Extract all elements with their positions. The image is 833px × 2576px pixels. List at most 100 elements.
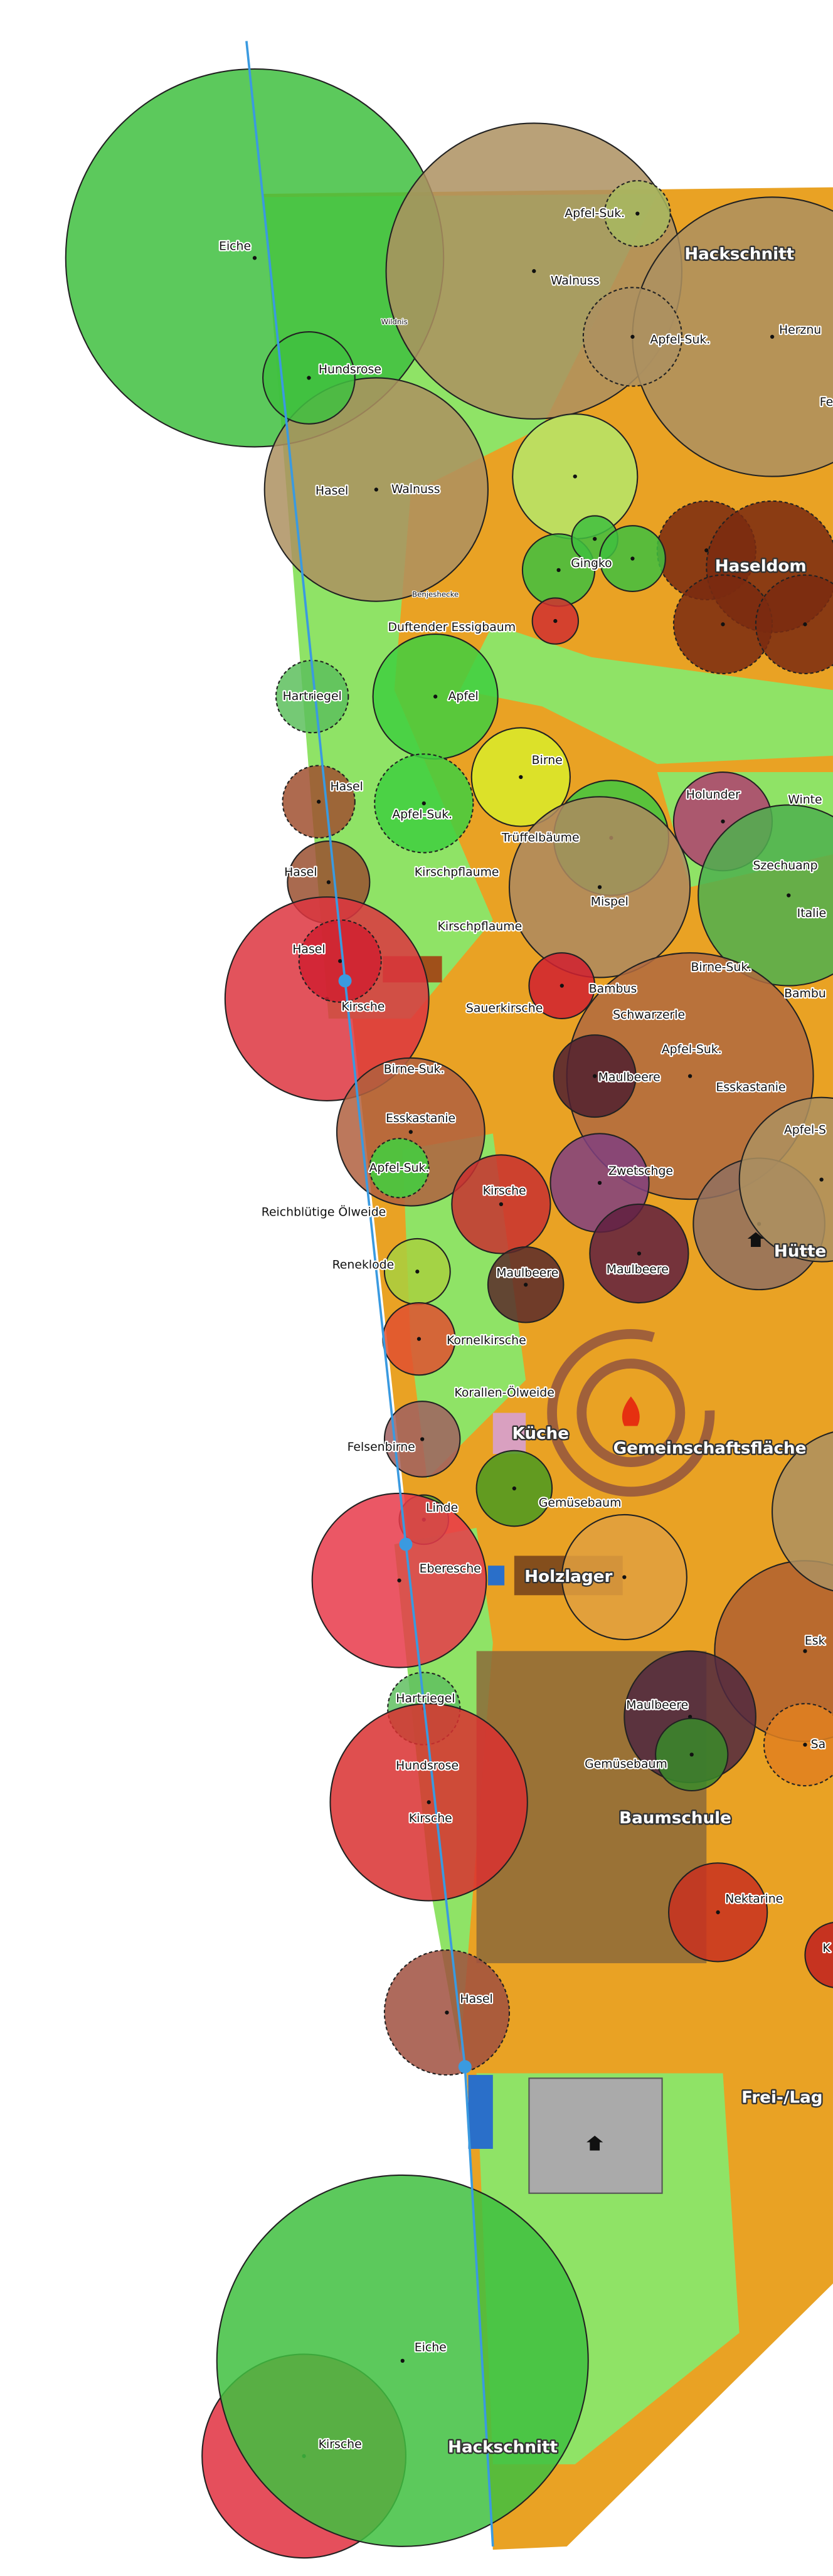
tree-trunk bbox=[499, 1202, 504, 1207]
boundary-point bbox=[338, 974, 352, 988]
map-label: Esk bbox=[805, 1635, 825, 1648]
tree-trunk bbox=[416, 1337, 422, 1341]
tree-trunk bbox=[597, 1180, 602, 1185]
map-label: Gingko bbox=[571, 557, 612, 570]
map-label: Apfel bbox=[448, 690, 478, 703]
kitchen bbox=[492, 1413, 526, 1455]
tree-canopy bbox=[738, 1096, 833, 1263]
tree-trunk bbox=[622, 1575, 627, 1579]
blue-structure bbox=[468, 2075, 493, 2149]
map-label: K bbox=[822, 1942, 830, 1955]
map-label: Italie bbox=[797, 907, 827, 920]
map-label: Walnuss bbox=[391, 483, 440, 496]
map-label: Bambu bbox=[784, 987, 826, 1000]
tree-trunk bbox=[445, 2010, 449, 2015]
map-label: Wildnis bbox=[381, 317, 408, 326]
map-label: Maulbeere bbox=[496, 1266, 558, 1280]
tree-trunk bbox=[420, 1437, 425, 1441]
map-label: Apfel-Suk. bbox=[392, 808, 452, 822]
map-label: Mispel bbox=[591, 895, 629, 908]
map-label: Apfel-Suk. bbox=[369, 1162, 430, 1175]
map-label: Kirsche bbox=[319, 2438, 362, 2451]
blue-structure bbox=[487, 1566, 505, 1586]
tree-trunk bbox=[770, 334, 775, 339]
house-icon bbox=[747, 1232, 764, 1248]
map-label: Kornelkirsche bbox=[447, 1334, 526, 1347]
tree-trunk bbox=[512, 1486, 516, 1491]
map-label: Reichblütige Ölweide bbox=[262, 1205, 386, 1219]
house-icon bbox=[586, 2136, 603, 2151]
tree-trunk bbox=[524, 1283, 528, 1287]
map-label: Küche bbox=[512, 1424, 569, 1443]
tree-trunk bbox=[593, 536, 597, 541]
tree-trunk bbox=[704, 548, 709, 553]
tree-trunk bbox=[408, 1130, 413, 1134]
map-label: Bambus bbox=[589, 982, 637, 995]
tree-trunk bbox=[770, 564, 775, 569]
tree-canopy bbox=[755, 574, 833, 674]
map-label: Hasel bbox=[316, 485, 348, 498]
map-label: Hasel bbox=[330, 780, 363, 793]
map-label: Sa bbox=[811, 1738, 826, 1751]
map-label: Hartriegel bbox=[283, 690, 342, 703]
tree-trunk bbox=[635, 211, 640, 216]
map-label: Hasel bbox=[284, 866, 317, 879]
fire-icon bbox=[622, 1396, 640, 1426]
map-label: Birne-Suk. bbox=[384, 1063, 445, 1076]
tree-trunk bbox=[397, 1166, 401, 1170]
map-label: Apfel-Suk. bbox=[650, 334, 710, 347]
map-label: Eberesche bbox=[420, 1562, 481, 1576]
map-label: Kirsche bbox=[341, 1000, 385, 1014]
map-label: Zwetschge bbox=[608, 1165, 673, 1178]
map-label: Gemüsebaum bbox=[585, 1758, 667, 1771]
tree-trunk bbox=[819, 1177, 824, 1182]
map-label: Eiche bbox=[219, 240, 251, 253]
tree-trunk bbox=[637, 1251, 642, 1256]
map-label: Trüffelbäume bbox=[501, 831, 580, 844]
map-label: Walnuss bbox=[551, 274, 600, 287]
map-label: Birne-Suk. bbox=[691, 961, 752, 974]
storage-building bbox=[528, 2077, 663, 2194]
map-label: Kirsche bbox=[483, 1184, 526, 1197]
map-label: Fe bbox=[820, 396, 833, 409]
map-label: Maulbeere bbox=[607, 1263, 669, 1276]
map-label: Frei-/Lag bbox=[741, 2088, 822, 2107]
map-label: Birne bbox=[532, 754, 563, 767]
tree-trunk bbox=[597, 885, 602, 889]
map-label: Haseldom bbox=[715, 557, 807, 576]
map-label: Hackschnitt bbox=[448, 2438, 558, 2457]
tree-trunk bbox=[687, 1714, 692, 1719]
map-label: Gemeinschaftsfläche bbox=[613, 1439, 807, 1458]
map-label: Linde bbox=[426, 1502, 458, 1515]
tree-trunk bbox=[803, 1742, 807, 1747]
map-label: Hasel bbox=[460, 1993, 492, 2006]
tree-trunk bbox=[519, 775, 523, 780]
tree-trunk bbox=[397, 1578, 401, 1582]
map-label: Schwarzerle bbox=[613, 1009, 685, 1022]
tree-canopy bbox=[763, 1703, 833, 1787]
map-label: Kirsche bbox=[409, 1812, 452, 1825]
map-label: Reneklode bbox=[332, 1258, 395, 1271]
map-label: Kirschpflaume bbox=[415, 866, 499, 879]
tree-trunk bbox=[689, 1752, 694, 1757]
tree-trunk bbox=[317, 800, 321, 804]
tree-trunk bbox=[310, 694, 314, 699]
map-label: Duftender Essigbaum bbox=[388, 621, 516, 634]
map-label: Hackschnitt bbox=[684, 245, 794, 263]
map-label: Sauerkirsche bbox=[466, 1002, 543, 1015]
trees bbox=[65, 68, 833, 2559]
tree-canopy bbox=[772, 1431, 833, 1592]
map-label: Hütte bbox=[774, 1242, 826, 1261]
boundary-point bbox=[399, 1537, 413, 1551]
tree-canopy bbox=[698, 804, 833, 987]
tree-trunk bbox=[560, 983, 564, 988]
map-label: Esskastanie bbox=[716, 1081, 785, 1094]
tree-trunk bbox=[400, 2358, 405, 2363]
map-label: Hasel bbox=[292, 943, 325, 956]
map-label: Herznu bbox=[779, 324, 821, 337]
tree-trunk bbox=[252, 256, 257, 260]
map-label: Korallen-Ölweide bbox=[454, 1386, 554, 1400]
map-label: Szechuanp bbox=[753, 859, 817, 872]
tree-trunk bbox=[803, 622, 807, 627]
map-label: Esskastanie bbox=[386, 1112, 455, 1125]
